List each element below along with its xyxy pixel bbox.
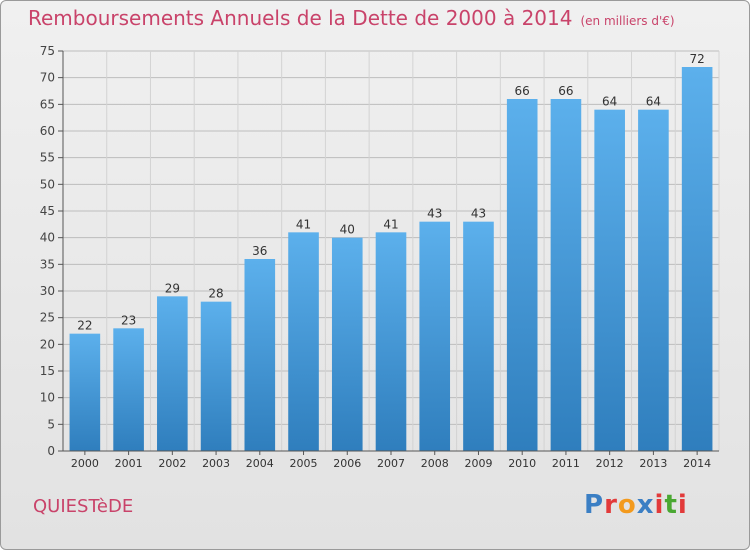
x-tick-label: 2006 — [333, 457, 361, 470]
x-tick-label: 2009 — [464, 457, 492, 470]
bar-2000 — [69, 333, 101, 451]
proxiti-logo: Proxiti — [584, 490, 688, 520]
bar-value-label: 28 — [208, 287, 223, 301]
x-tick-label: 2002 — [158, 457, 186, 470]
bar-value-label: 43 — [471, 207, 486, 221]
bar-2013 — [638, 109, 669, 452]
x-tick-label: 2005 — [290, 457, 318, 470]
y-tick-label: 35 — [40, 257, 55, 271]
y-tick-label: 10 — [40, 391, 55, 405]
bar-value-label: 41 — [383, 217, 398, 231]
x-tick-label: 2011 — [552, 457, 580, 470]
bar-2005 — [288, 232, 319, 451]
bar-value-label: 40 — [340, 223, 355, 237]
bars: 22 23 29 28 36 41 40 41 43 43 66 66 64 64 72 — [69, 52, 713, 452]
bar-2003 — [200, 301, 232, 451]
x-tick-label: 2013 — [639, 457, 667, 470]
x-tick-label: 2012 — [596, 457, 624, 470]
y-tick-label: 20 — [40, 337, 55, 351]
y-tick-label: 40 — [40, 231, 55, 245]
bar-2011 — [550, 99, 582, 451]
logo-letter: r — [604, 490, 618, 520]
x-tick-label: 2008 — [421, 457, 449, 470]
bar-value-label: 66 — [558, 84, 573, 98]
y-tick-label: 30 — [40, 284, 55, 298]
y-tick-label: 65 — [40, 97, 55, 111]
y-tick-label: 0 — [47, 444, 55, 458]
chart-title-text: Remboursements Annuels de la Dette de 20… — [28, 6, 573, 30]
x-tick-label: 2004 — [246, 457, 274, 470]
logo-letter: i — [654, 490, 665, 520]
bar-2002 — [157, 296, 188, 451]
y-tick-label: 50 — [40, 177, 55, 191]
chart-unit: (en milliers d'€) — [580, 14, 675, 28]
y-tick-label: 25 — [40, 311, 55, 325]
logo-letter: i — [677, 490, 688, 520]
bar-2008 — [419, 221, 451, 451]
bar-2014 — [681, 67, 713, 451]
bar-2010 — [506, 99, 538, 451]
bar-value-label: 64 — [646, 95, 661, 109]
chart-title: Remboursements Annuels de la Dette de 20… — [28, 6, 675, 30]
logo-letter: t — [664, 490, 678, 520]
bar-value-label: 36 — [252, 244, 267, 258]
bar-value-label: 23 — [121, 313, 136, 327]
bar-value-label: 29 — [165, 281, 180, 295]
bar-2012 — [594, 109, 625, 452]
logo-letter: o — [617, 490, 637, 520]
commune-name: QUIESTèDE — [33, 496, 134, 517]
bar-2009 — [463, 221, 494, 451]
y-tick-label: 70 — [40, 71, 55, 85]
x-tick-label: 2000 — [71, 457, 99, 470]
bar-value-label: 64 — [602, 95, 617, 109]
bar-2006 — [331, 237, 363, 451]
y-tick-label: 55 — [40, 151, 55, 165]
bar-value-label: 22 — [77, 319, 92, 333]
bar-2001 — [113, 328, 144, 451]
x-tick-label: 2003 — [202, 457, 230, 470]
x-tick-label: 2001 — [115, 457, 143, 470]
y-tick-label: 15 — [40, 364, 55, 378]
x-tick-label: 2010 — [508, 457, 536, 470]
bar-value-label: 41 — [296, 217, 311, 231]
bar-value-label: 66 — [515, 84, 530, 98]
y-tick-label: 45 — [40, 204, 55, 218]
y-tick-label: 5 — [47, 417, 55, 431]
bar-value-label: 72 — [689, 52, 704, 66]
logo-letter: x — [636, 490, 655, 520]
axes: 0 5 10 15 20 25 30 35 40 45 50 55 60 65 70 75 2000 2001 20… — [40, 44, 719, 470]
bar-2004 — [244, 259, 276, 451]
bar-2007 — [375, 232, 407, 451]
y-tick-label: 60 — [40, 124, 55, 138]
logo-letter: P — [584, 490, 605, 520]
bar-value-label: 43 — [427, 207, 442, 221]
x-tick-label: 2014 — [683, 457, 711, 470]
x-tick-label: 2007 — [377, 457, 405, 470]
y-tick-label: 75 — [40, 44, 55, 58]
